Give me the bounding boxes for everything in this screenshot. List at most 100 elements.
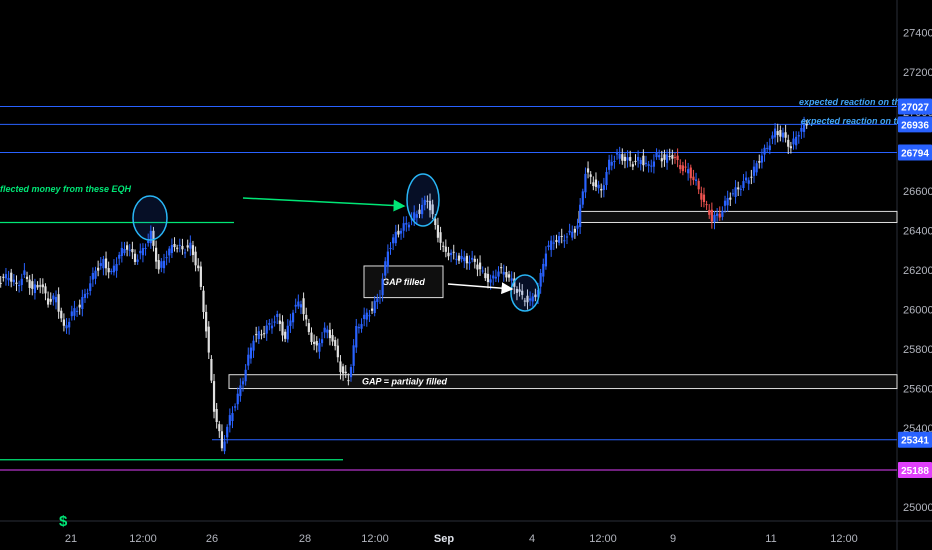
candle-body xyxy=(515,288,519,293)
candle-body xyxy=(170,245,173,254)
candle-body xyxy=(147,240,150,243)
y-tick-label: 25000 xyxy=(903,502,932,514)
candle-body xyxy=(368,315,371,317)
candle-body xyxy=(773,128,777,138)
gap-zone[interactable] xyxy=(228,374,898,390)
candle-body xyxy=(202,290,205,312)
candle-body xyxy=(241,381,245,385)
candle-body xyxy=(476,264,479,270)
candle-body xyxy=(49,298,52,302)
candle-body xyxy=(665,154,669,163)
candle-body xyxy=(326,329,329,333)
candle-body xyxy=(697,180,700,190)
candle-body xyxy=(73,308,76,316)
candle-body xyxy=(278,320,281,324)
plot-area[interactable] xyxy=(0,0,897,521)
candle-body xyxy=(162,260,166,269)
candle-body xyxy=(339,361,342,373)
candle-body xyxy=(112,265,116,273)
x-tick-label: 4 xyxy=(529,533,535,545)
candle-body xyxy=(787,139,790,147)
y-tick-label: 26200 xyxy=(903,265,932,277)
candle-body xyxy=(299,304,303,308)
reaction-ellipse[interactable] xyxy=(406,173,440,227)
candle-body xyxy=(747,180,750,184)
candle-body xyxy=(739,188,742,190)
candle-body xyxy=(584,173,587,193)
candle-body xyxy=(160,261,163,268)
candle-body xyxy=(552,242,555,244)
candle-body xyxy=(373,300,376,314)
annotation-arrow[interactable] xyxy=(447,282,514,295)
candle-body xyxy=(197,265,200,269)
candle-body xyxy=(484,273,487,279)
candle-body xyxy=(265,325,268,334)
candle-body xyxy=(268,322,271,325)
candle-body xyxy=(331,335,334,342)
x-tick-label: 11 xyxy=(765,533,776,545)
candle-body xyxy=(68,321,71,328)
candle-body xyxy=(378,297,382,299)
candle-body xyxy=(4,274,8,279)
candle-body xyxy=(489,279,492,283)
candle-body xyxy=(673,157,677,159)
candle-body xyxy=(334,340,337,347)
candle-body xyxy=(478,262,482,270)
gap-zone[interactable] xyxy=(578,210,898,223)
y-tick-label: 25600 xyxy=(903,384,932,396)
candle-body xyxy=(386,251,389,267)
candle-body xyxy=(768,145,771,151)
candle-body xyxy=(210,359,213,381)
candle-body xyxy=(10,272,13,282)
candle-body xyxy=(218,424,221,432)
candle-body xyxy=(457,255,461,261)
candle-body xyxy=(392,237,395,244)
candle-body xyxy=(355,325,358,348)
annotation-arrow[interactable] xyxy=(242,197,406,212)
candle-body xyxy=(471,257,474,260)
candle-body xyxy=(539,272,542,287)
candle-body xyxy=(247,354,250,366)
candle-body xyxy=(560,235,563,237)
candle-body xyxy=(165,257,168,259)
candle-body xyxy=(594,179,598,187)
candle-body xyxy=(481,270,484,272)
candle-body xyxy=(394,231,397,244)
candle-body xyxy=(191,245,195,256)
x-tick-label: Sep xyxy=(434,533,454,545)
currency-marker: $ xyxy=(59,513,68,530)
candle-body xyxy=(436,225,440,238)
candle-body xyxy=(687,169,690,174)
x-tick-label: 21 xyxy=(65,533,77,545)
candle-body xyxy=(689,167,692,179)
candle-body xyxy=(700,193,703,200)
candle-body xyxy=(102,259,105,269)
candle-body xyxy=(442,245,445,247)
candle-body xyxy=(41,284,44,288)
candle-body xyxy=(126,245,129,250)
candle-body xyxy=(281,321,284,336)
candle-body xyxy=(413,212,416,221)
candle-body xyxy=(694,179,698,181)
candle-body xyxy=(273,321,276,323)
reaction-ellipse[interactable] xyxy=(132,195,168,241)
candle-body xyxy=(110,270,113,272)
candle-body xyxy=(608,159,611,170)
candle-body xyxy=(313,341,316,345)
candle-body xyxy=(455,258,458,260)
candle-body xyxy=(805,123,808,126)
candle-body xyxy=(376,298,379,303)
candle-body xyxy=(597,184,600,189)
gap-zone[interactable] xyxy=(363,265,444,299)
candle-body xyxy=(107,268,110,273)
chart-annotation: expected reaction on this lvl xyxy=(801,116,923,126)
candle-body xyxy=(65,325,68,329)
candle-body xyxy=(320,339,324,344)
candle-body xyxy=(397,230,400,235)
candle-body xyxy=(510,278,513,281)
candle-body xyxy=(2,276,5,278)
candle-body xyxy=(123,249,126,254)
reaction-ellipse[interactable] xyxy=(510,274,540,312)
candle-body xyxy=(36,284,39,288)
